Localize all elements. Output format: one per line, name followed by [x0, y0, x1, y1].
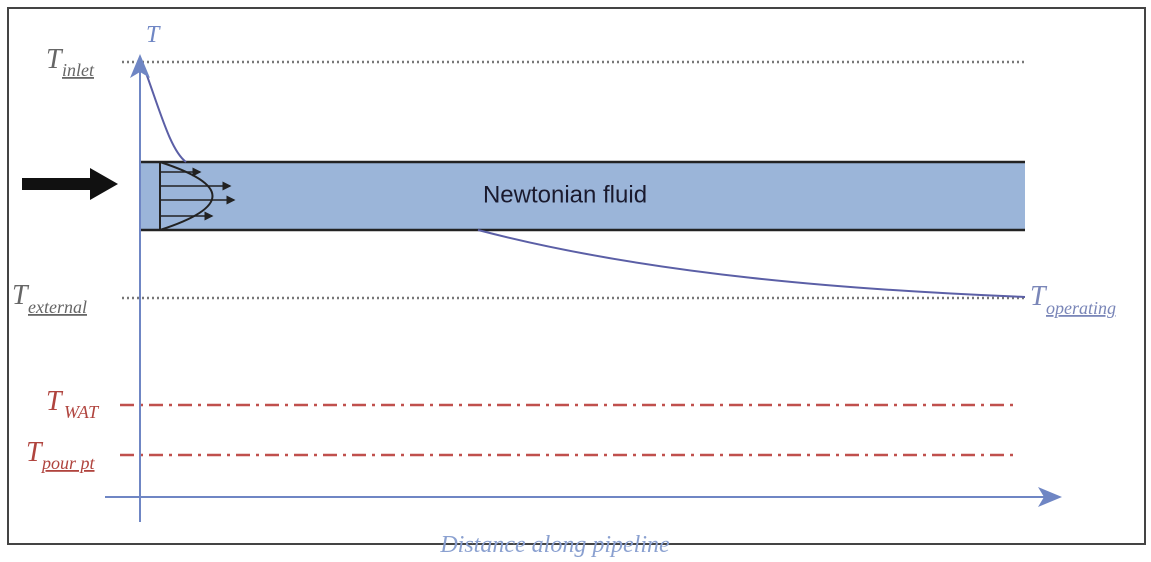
subscript: operating [1046, 298, 1116, 318]
temperature-curve [477, 229, 1026, 298]
velocity-arrows [160, 167, 236, 221]
frame [7, 7, 1146, 545]
y-axis-label: T [146, 22, 161, 48]
pipe [140, 162, 1025, 230]
subscript: pour pt [40, 453, 96, 473]
wat-label: T WAT [46, 386, 100, 422]
subscript: inlet [62, 60, 95, 80]
symbol: T [1030, 281, 1048, 312]
inlet-label: T inlet [46, 44, 95, 80]
velocity-profile [159, 161, 214, 231]
pipe-label: Newtonian fluid [483, 181, 647, 208]
symbol: T [46, 44, 64, 75]
pour-label: T pour pt [26, 437, 96, 473]
x-axis-label: Distance along pipeline [439, 532, 670, 558]
symbol: T [12, 280, 30, 311]
symbol: T [46, 386, 64, 417]
operating-label: T operating [1030, 281, 1116, 318]
subscript: external [28, 297, 87, 317]
external-label: T external [12, 280, 87, 317]
inflow-arrow [22, 168, 118, 200]
subscript: WAT [64, 402, 100, 422]
symbol: T [26, 437, 44, 468]
